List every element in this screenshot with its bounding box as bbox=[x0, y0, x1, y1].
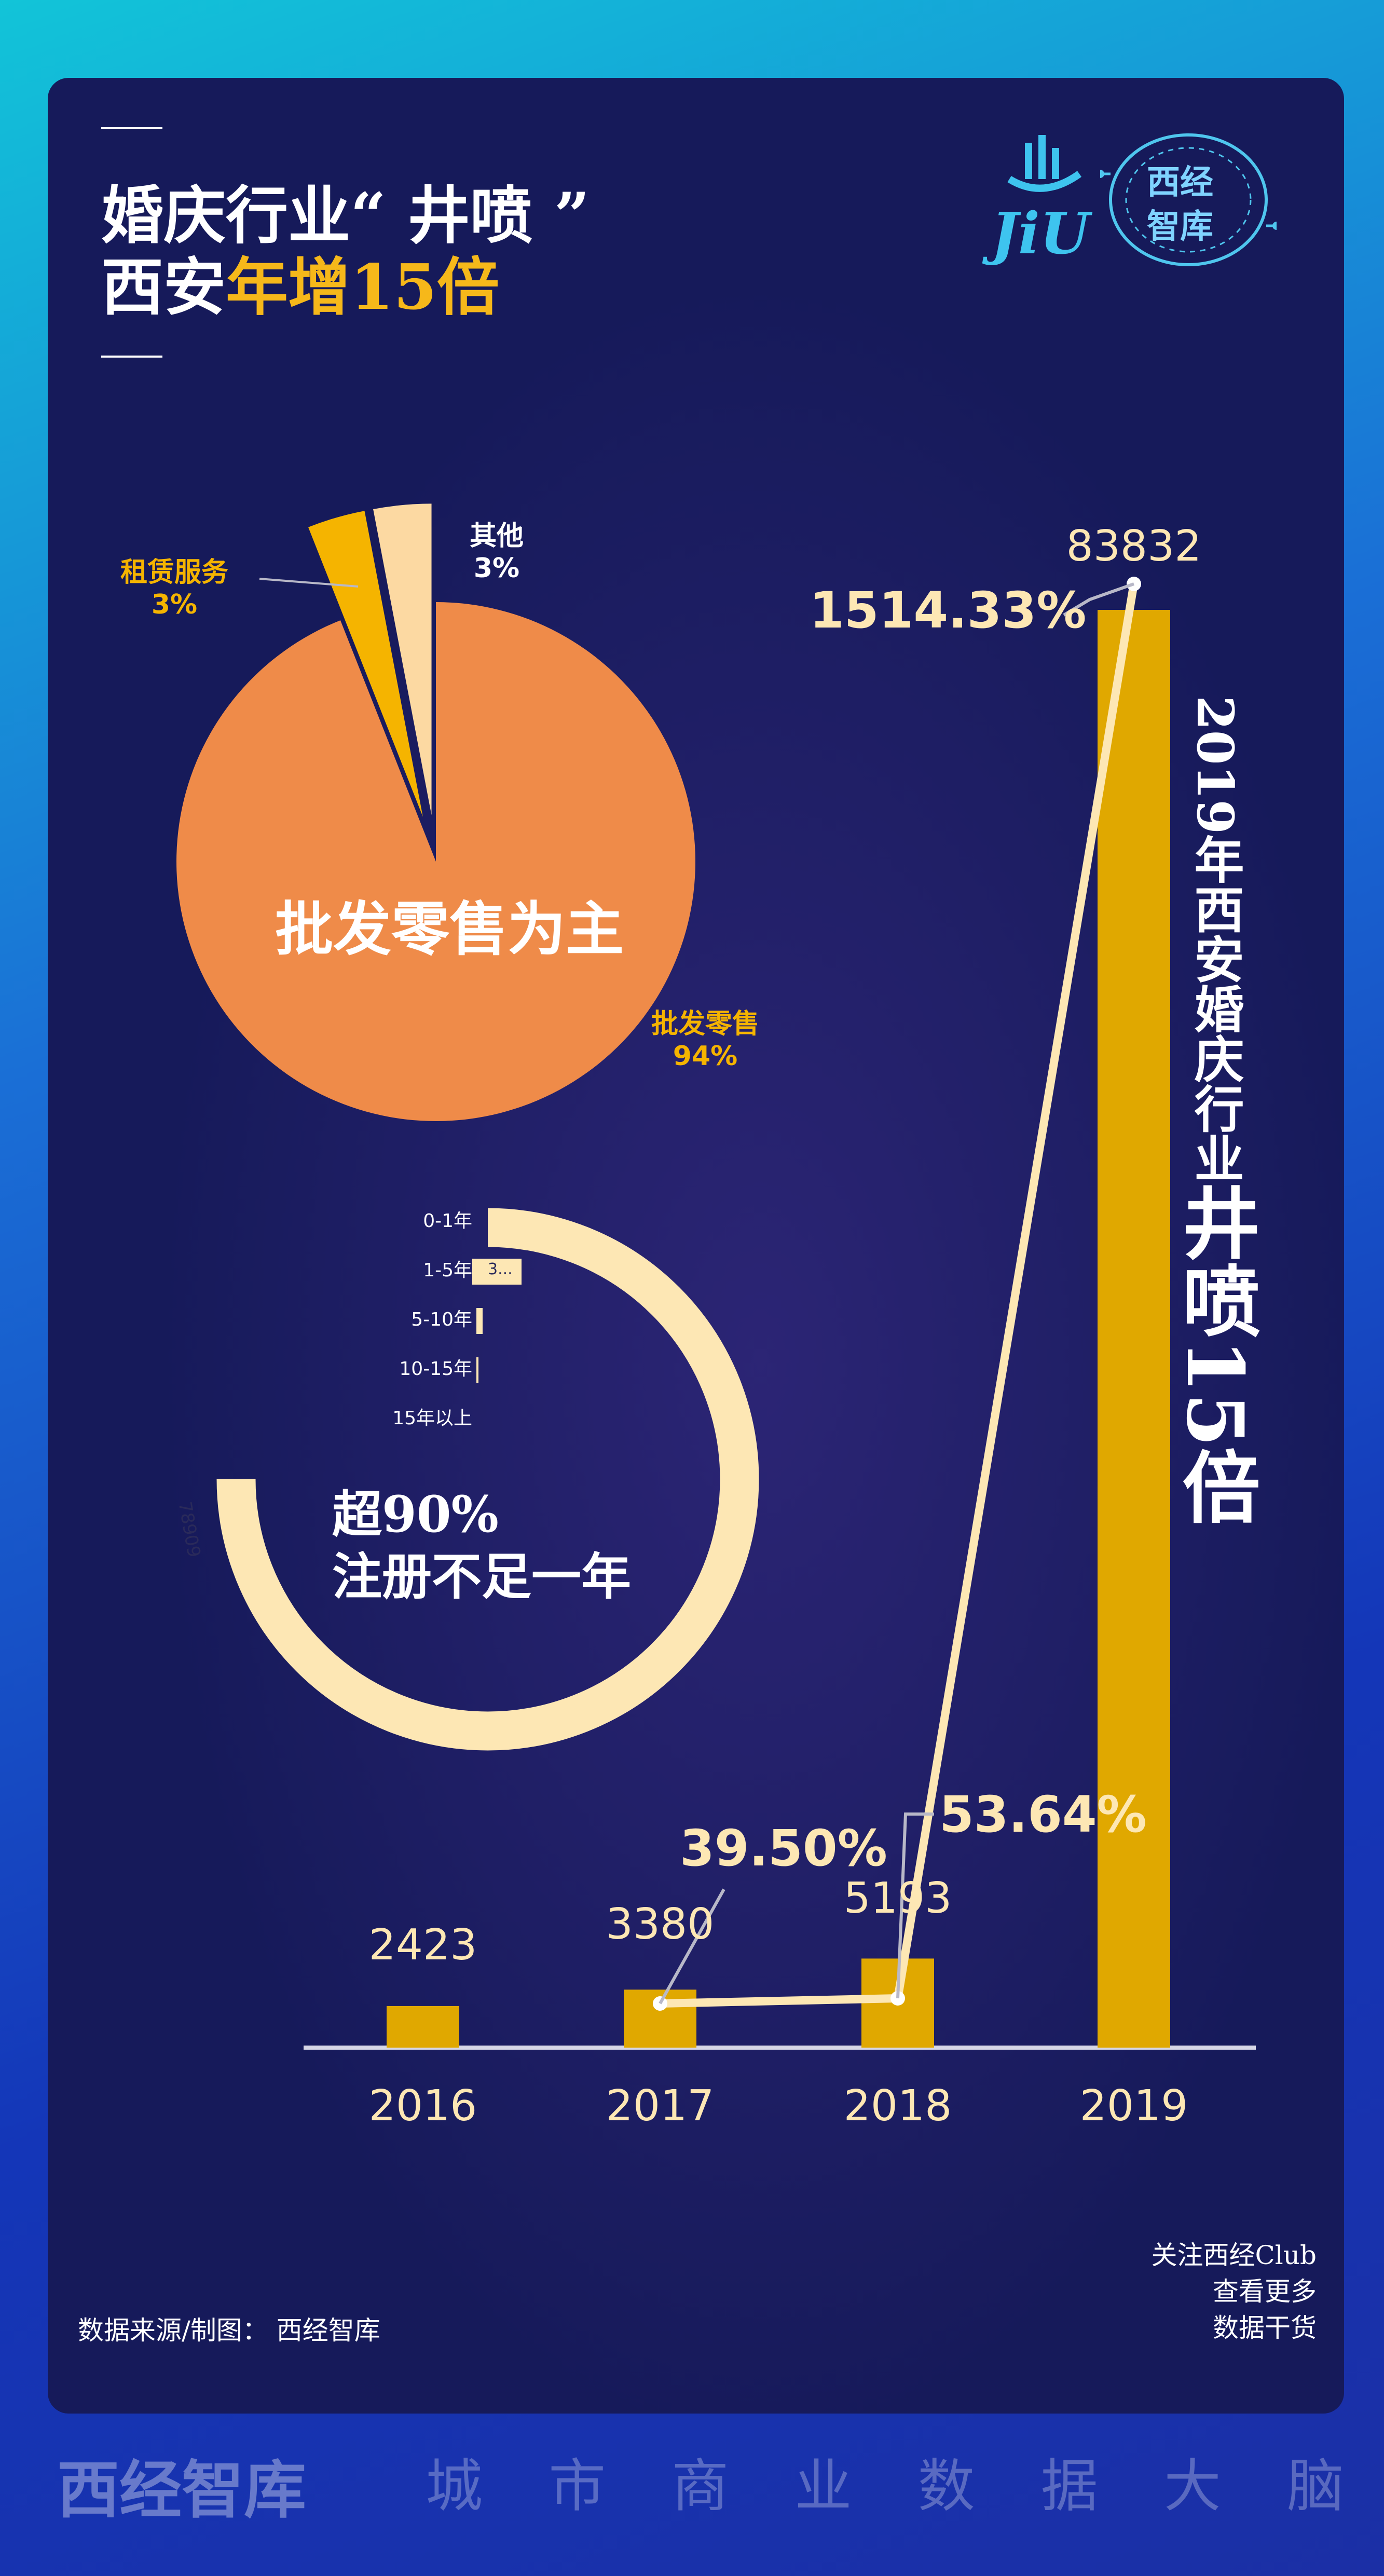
x-tick-2019: 2019 bbox=[1079, 2081, 1188, 2131]
jiu-logo: JiU bbox=[989, 132, 1098, 267]
tagline-char: 业 bbox=[794, 2453, 852, 2519]
follow-line-1: 关注西经Club bbox=[1151, 2240, 1317, 2270]
x-tick-2017: 2017 bbox=[606, 2081, 715, 2131]
title-city: 西安 bbox=[101, 251, 226, 324]
title-highlight: 年增15倍 bbox=[226, 251, 499, 324]
ring-bar-10-15 bbox=[476, 1357, 478, 1383]
ring-caption-2: 注册不足一年 bbox=[332, 1547, 631, 1606]
tagline-char: 脑 bbox=[1286, 2453, 1344, 2519]
bottom-tagline: 城 市 商 业 数 据 大 脑 bbox=[426, 2439, 1344, 2523]
title-rule-bottom bbox=[101, 356, 162, 358]
ring-cat-10-15: 10-15年 bbox=[399, 1358, 472, 1380]
x-tick-2018: 2018 bbox=[843, 2081, 952, 2131]
follow-line-2: 查看更多 bbox=[1213, 2277, 1317, 2307]
tagline-char: 据 bbox=[1040, 2453, 1098, 2519]
tagline-char: 数 bbox=[917, 2453, 975, 2519]
ring-cat-0-1: 0-1年 bbox=[423, 1210, 472, 1232]
x-tick-2016: 2016 bbox=[368, 2081, 477, 2131]
ring-arc-0-1 bbox=[216, 1208, 759, 1751]
vertical-caption-large: 井喷15倍 bbox=[1169, 1183, 1260, 1525]
tagline-char: 商 bbox=[672, 2453, 729, 2519]
pie-label-retail-name: 批发零售 bbox=[651, 1008, 760, 1040]
seal-text-top: 西经 bbox=[1147, 163, 1213, 202]
bar-label-2017: 3380 bbox=[606, 1900, 715, 1949]
title-line-2: 西安年增15倍 bbox=[101, 237, 499, 327]
ring-cat-15-plus: 15年以上 bbox=[392, 1408, 472, 1429]
ring-bar-1-5 bbox=[472, 1259, 522, 1285]
pie-label-rental: 租赁服务 3% bbox=[120, 550, 228, 620]
follow-block: 关注西经Club 查看更多 数据干货 bbox=[1152, 2237, 1317, 2346]
bar-chart bbox=[304, 577, 1256, 2050]
title-rule-top bbox=[101, 127, 162, 129]
pie-label-other: 其他 3% bbox=[470, 514, 524, 584]
pie-label-rental-value: 3% bbox=[151, 589, 198, 620]
pie-slice-retail bbox=[176, 602, 695, 1121]
bottom-brand: 西经智库 bbox=[57, 2454, 306, 2527]
leader-2018 bbox=[896, 1812, 934, 1999]
leader-2017 bbox=[659, 1888, 725, 2005]
vertical-caption-small: 2019年西安婚庆行业 bbox=[1186, 696, 1244, 1183]
title-line-1: 婚庆行业“ 井喷 ” bbox=[101, 179, 590, 252]
seal-text-bottom: 智库 bbox=[1147, 207, 1213, 246]
ring-chart bbox=[216, 1208, 759, 1751]
bar-label-2019: 83832 bbox=[1066, 522, 1202, 571]
follow-line-3: 数据干货 bbox=[1213, 2313, 1317, 2343]
leader-2019 bbox=[1063, 582, 1134, 617]
pie-label-rental-name: 租赁服务 bbox=[120, 557, 229, 588]
pie-slice-rental bbox=[308, 511, 423, 817]
pie-label-other-value: 3% bbox=[473, 553, 520, 584]
ring-cat-5-10: 5-10年 bbox=[411, 1309, 472, 1330]
ring-cat-1-5: 1-5年 bbox=[423, 1260, 472, 1281]
bar-2019 bbox=[1098, 610, 1170, 2048]
pie-leader-rental bbox=[259, 578, 359, 588]
growth-label-2019: 1514.33% bbox=[810, 581, 1087, 639]
tagline-char: 市 bbox=[549, 2453, 606, 2519]
bar-label-2016: 2423 bbox=[368, 1920, 477, 1970]
pie-center-label: 批发零售为主 bbox=[275, 895, 624, 963]
bar-2016 bbox=[387, 2006, 459, 2048]
pie-label-retail-value: 94% bbox=[673, 1041, 738, 1072]
pie-label-other-name: 其他 bbox=[470, 521, 524, 552]
pie-chart bbox=[176, 503, 695, 1121]
vertical-caption: 2019年西安婚庆行业井喷15倍 bbox=[1169, 696, 1271, 1525]
pie-slice-other bbox=[373, 503, 432, 815]
growth-label-2017: 39.50% bbox=[680, 1819, 887, 1877]
jiu-bars-icon bbox=[1007, 135, 1082, 192]
tagline-char: 城 bbox=[426, 2453, 483, 2519]
data-source: 数据来源/制图： 西经智库 bbox=[78, 2315, 380, 2346]
ring-bar-5-10 bbox=[476, 1308, 483, 1334]
bar-label-2018: 5193 bbox=[843, 1874, 952, 1923]
pie-label-retail: 批发零售 94% bbox=[651, 1002, 759, 1072]
growth-label-2018: 53.64% bbox=[939, 1786, 1147, 1844]
tagline-char: 大 bbox=[1163, 2453, 1221, 2519]
seal-circuit-icon bbox=[1100, 133, 1277, 266]
jiu-logo-text: JiU bbox=[991, 200, 1090, 267]
ring-value-1-5: 3... bbox=[488, 1260, 513, 1278]
ring-caption-1: 超90% bbox=[332, 1485, 499, 1544]
